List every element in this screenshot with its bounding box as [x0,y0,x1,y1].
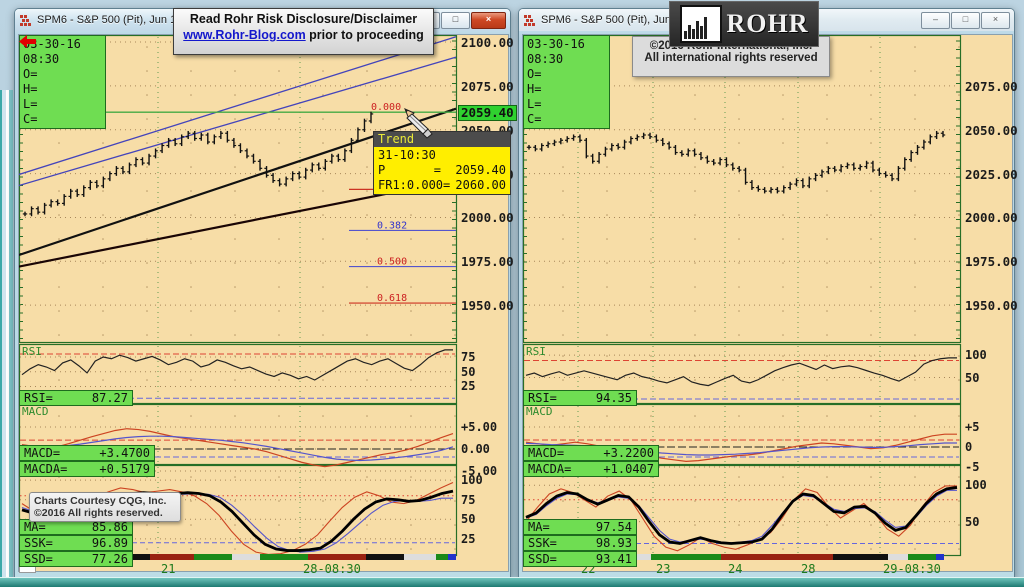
ma-value-box: MA= 85.86 [19,519,133,535]
axis-label: 2025.00 [965,166,1018,182]
date-axis-label: 24 [728,562,743,576]
date-axis-label: 28-08:30 [303,562,361,576]
macd-value-box: MACD= +3.2200 [523,445,659,461]
axis-label: 100 [965,348,987,363]
axis-label: 1950.00 [965,298,1018,314]
axis-label: 75 [461,492,476,507]
bar-condition-strip [936,554,944,560]
cqg-app-icon [20,14,31,26]
rohr-logo: ROHR [669,1,819,47]
axis-label: 2000.00 [965,210,1018,226]
axis-label: 0.00 [461,442,490,456]
ssk-value-box: SSK= 96.89 [19,535,133,551]
macd-panel-label: MACD [22,405,49,418]
axis-label: 50 [461,512,476,527]
svg-text:0.382: 0.382 [377,220,407,231]
chart-window-30min: SPM6 - S&P 500 (Pit), Jun 16, 30 Min – □… [518,8,1018,578]
rsi-value-box: RSI= 87.27 [19,390,133,406]
disclaimer-line1: Read Rohr Risk Disclosure/Disclaimer [189,12,418,26]
restore-button[interactable]: □ [951,11,980,29]
macd-value-box: MACD= +3.4700 [19,445,155,461]
axis-label: -5 [965,460,980,474]
trend-tooltip-title: Trend [374,132,510,147]
bar-condition-strip [908,554,936,560]
chart-window-60min: SPM6 - S&P 500 (Pit), Jun 16, 60 Min – □… [14,8,517,578]
axis-label: 50 [461,364,476,379]
axis-label: 25 [461,531,476,546]
ssd-value-box: SSD= 93.41 [523,551,637,567]
rsi-value-box: RSI= 94.35 [523,390,637,406]
bar-condition-strip [833,554,888,560]
axis-label: 100 [461,473,483,488]
last-price-chip: 2059.40 [458,105,517,122]
background-window-edge [0,90,13,587]
macd-panel-label: MACD [526,405,553,418]
bar-condition-strip [404,554,436,560]
close-button[interactable]: × [471,11,506,29]
bar-condition-strip [150,554,194,560]
macda-value-box: MACDA= +0.5179 [19,461,155,477]
bar-condition-strip [888,554,908,560]
bar-condition-strip [721,554,833,560]
rohr-blog-link[interactable]: www.Rohr-Blog.com [183,28,306,42]
svg-text:0.618: 0.618 [377,293,407,304]
risk-disclaimer-banner: Read Rohr Risk Disclosure/Disclaimer www… [173,8,434,55]
bar-condition-strip [308,554,366,560]
bar-condition-strip [436,554,448,560]
rsi-panel-label: RSI [526,345,546,358]
macda-value-box: MACDA= +1.0407 [523,461,659,477]
trend-tooltip: Trend 31-10:30 P = 2059.40 FR1:0.000= 2060… [373,131,511,195]
svg-text:0.500: 0.500 [377,257,407,268]
cqg-courtesy-note: Charts Courtesy CQG, Inc. ©2016 All righ… [29,492,181,522]
date-axis-label: 28 [801,562,816,576]
scroll-right-arrow-icon[interactable] [19,35,36,48]
axis-label: 0 [965,440,973,454]
axis-label: 2050.00 [965,122,1018,138]
axis-label: 2075.00 [461,78,514,94]
ma-value-box: MA= 97.54 [523,519,637,535]
cqg-app-icon [524,14,535,26]
axis-label: 1975.00 [965,254,1018,270]
ohlc-info-box: 03-30-16 08:30 O= H= L= C= [523,35,610,129]
axis-label: 2000.00 [461,210,514,226]
axis-label: -5.00 [461,464,498,479]
axis-label: 1975.00 [461,254,514,270]
bar-condition-strip [366,554,404,560]
axis-label: 2100.00 [461,35,514,51]
svg-text:0.000: 0.000 [371,102,401,113]
axis-label: 75 [461,349,476,364]
ohlc-info-box: 03-30-16 08:30 O= H= L= C= [19,35,106,129]
date-axis-label: 21 [161,562,176,576]
axis-label: 100 [965,478,987,493]
axis-label: 50 [965,514,980,529]
bar-condition-strip [194,554,232,560]
minimize-button[interactable]: – [921,11,950,29]
axis-label: +5 [965,420,980,434]
close-button[interactable]: × [981,11,1010,29]
axis-label: 2075.00 [965,78,1018,94]
axis-label: 50 [965,370,980,385]
pencil-cursor-icon [404,108,433,139]
bar-condition-strip [448,554,456,560]
disclaimer-line2: www.Rohr-Blog.com prior to proceeding [183,28,424,42]
taskbar-edge [0,577,1024,587]
restore-button[interactable]: □ [441,11,470,29]
ssd-value-box: SSD= 77.26 [19,551,133,567]
ssk-value-box: SSK= 98.93 [523,535,637,551]
rsi-panel-label: RSI [22,345,42,358]
axis-label: +5.00 [461,419,498,434]
rohr-logo-word: ROHR [726,9,809,38]
axis-label: 1950.00 [461,298,514,314]
rohr-logo-chart-glyph [679,5,722,43]
bar-condition-strip [260,554,308,560]
date-axis-label: 23 [656,562,671,576]
date-axis-label: 29-08:30 [883,562,941,576]
axis-label: 25 [461,379,476,394]
bar-condition-strip [232,554,260,560]
bar-condition-strip [651,554,721,560]
